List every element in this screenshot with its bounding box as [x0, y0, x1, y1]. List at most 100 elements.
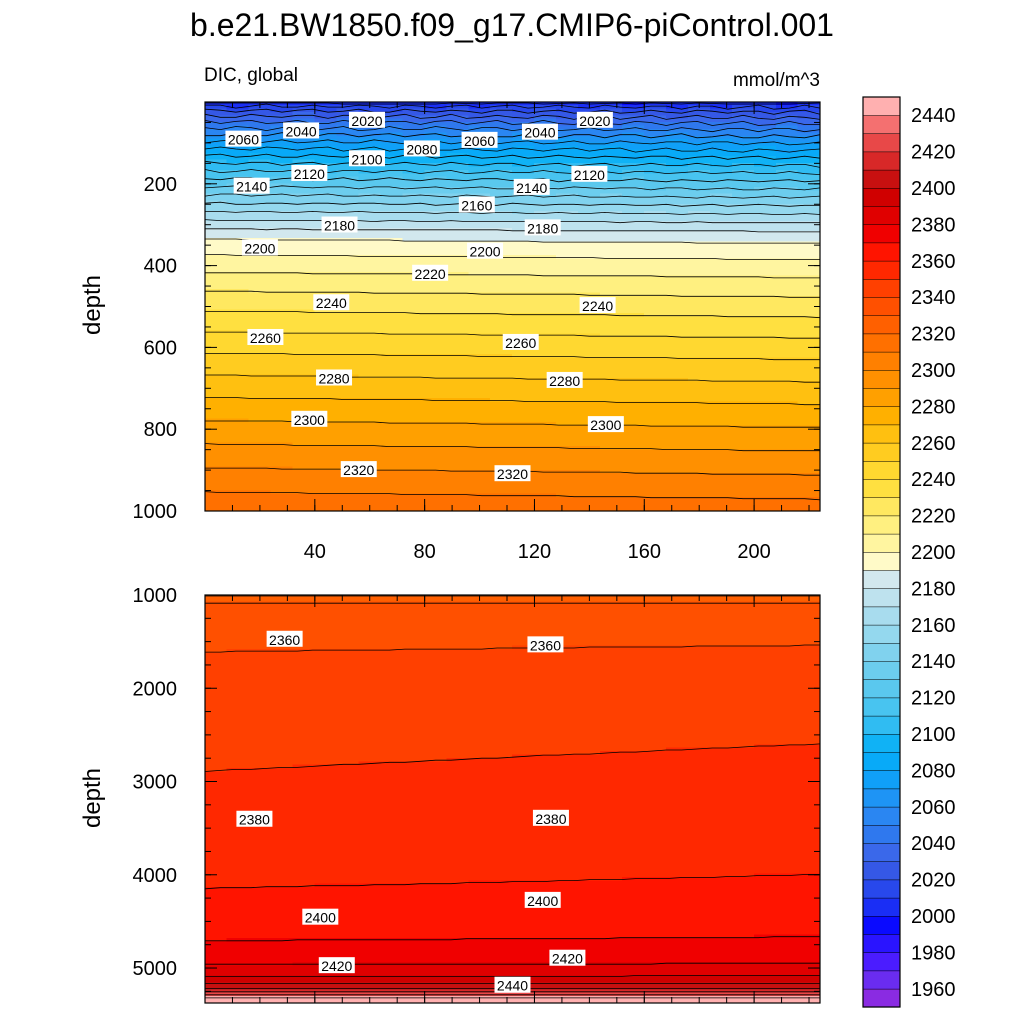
contour-label: 2280 [546, 371, 583, 389]
contour-label-text: 2360 [530, 637, 561, 653]
colorbar-label: 2220 [911, 506, 956, 528]
colorbar-label: 2040 [911, 833, 956, 855]
contour-line [205, 975, 820, 977]
colorbar-label: 1960 [911, 979, 956, 1001]
y-tick-label: 1000 [133, 585, 178, 607]
x-tick-label: 160 [628, 541, 661, 563]
colorbar-label: 2380 [911, 214, 956, 236]
contour-label-text: 2160 [461, 197, 492, 213]
contour-label: 2160 [458, 196, 495, 213]
contour-label-box [527, 636, 564, 653]
contour-line [205, 443, 820, 452]
contour-label-text: 2260 [505, 335, 536, 351]
colorbar-label: 2140 [911, 651, 956, 673]
contour-label-box [340, 461, 377, 478]
contour-label: 2300 [291, 410, 328, 428]
upper-y-axis-title: depth [79, 275, 106, 335]
colorbar-swatch [862, 806, 901, 826]
colorbar-swatch [862, 715, 901, 735]
colorbar-swatch [862, 897, 901, 917]
contour-label-box [313, 294, 350, 311]
contour-line [205, 210, 820, 215]
contour-label: 2320 [340, 461, 377, 478]
contour-label-box [266, 630, 303, 647]
contour-label-text: 2140 [236, 179, 267, 195]
contour-label-text: 2120 [294, 166, 325, 182]
contour-label-text: 2300 [294, 412, 325, 428]
colorbar-swatch [862, 697, 901, 717]
colorbar-label: 2240 [911, 469, 956, 491]
contour-label: 2360 [266, 630, 303, 648]
contour-label: 2440 [494, 976, 531, 994]
lower-panel: 2360 2360 2380 2380 2400 2400 2420 2420 2440 1000… [133, 585, 821, 1004]
contour-label-text: 2320 [343, 462, 374, 478]
contour-label: 2360 [527, 636, 564, 653]
colorbar-swatch [862, 515, 901, 535]
contour-line [205, 185, 820, 191]
colorbar-swatch [862, 260, 901, 280]
contour-label-box [348, 111, 385, 128]
contour-line [205, 254, 820, 260]
contour-label-text: 2240 [316, 295, 347, 311]
contour-label: 2040 [283, 122, 320, 139]
contour-label-box [546, 371, 583, 388]
contour-line [205, 397, 820, 406]
contour-label: 2320 [494, 465, 531, 482]
contour-line [205, 139, 820, 146]
contour-label: 2400 [524, 891, 561, 909]
contour-line [205, 102, 820, 105]
y-tick-label: 4000 [133, 865, 178, 887]
contour-label-box [458, 196, 495, 213]
colorbar-swatch [862, 551, 901, 571]
colorbar-label: 2120 [911, 688, 956, 710]
contour-label-text: 2180 [324, 218, 355, 234]
colorbar-swatch [862, 278, 901, 298]
contour-label: 2020 [348, 111, 385, 129]
contour-label-text: 2140 [516, 180, 547, 196]
colorbar-swatch [862, 861, 901, 881]
contour-label: 2400 [302, 908, 339, 926]
contour-line [205, 936, 820, 942]
y-tick-label: 800 [144, 419, 177, 441]
contour-label: 2180 [321, 216, 358, 234]
contour-label-text: 2440 [497, 978, 528, 994]
colorbar: 1960 1980 2000 2020 2040 2060 2080 2100 2120 2140… [862, 96, 956, 1008]
colorbar-swatch [862, 460, 901, 480]
colorbar-label: 2160 [911, 615, 956, 637]
x-tick-label: 200 [737, 541, 770, 563]
contour-label: 2080 [403, 140, 440, 157]
contour-label: 2280 [316, 369, 353, 386]
figure-title: b.e21.BW1850.f09_g17.CMIP6-piControl.001 [190, 7, 834, 43]
colorbar-swatch [862, 733, 901, 753]
contour-label-box [513, 178, 550, 195]
y-tick-label: 5000 [133, 958, 178, 980]
contour-label-box [524, 891, 561, 908]
contour-line [205, 153, 820, 160]
contour-label-text: 2320 [497, 466, 528, 482]
contour-label-box [576, 111, 613, 128]
contour-label: 2020 [576, 111, 613, 129]
colorbar-swatch [862, 96, 901, 116]
colorbar-swatch [862, 751, 901, 771]
contour-line [205, 146, 820, 153]
contour-label-box [521, 123, 558, 140]
subtitle-right: mmol/m^3 [733, 70, 820, 91]
colorbar-swatch [862, 824, 901, 844]
colorbar-swatch [862, 442, 901, 462]
contour-line [205, 644, 820, 653]
subtitle-left: DIC, global [204, 65, 298, 86]
colorbar-swatch [862, 187, 901, 207]
contour-label-box [494, 976, 531, 993]
contour-line [205, 311, 820, 319]
colorbar-swatch [862, 569, 901, 589]
contour-label: 2140 [513, 178, 550, 196]
colorbar-label: 2000 [911, 906, 956, 928]
colorbar-swatch [862, 387, 901, 407]
colorbar-label: 2080 [911, 760, 956, 782]
colorbar-swatch [862, 915, 901, 935]
contour-label: 2120 [291, 164, 328, 182]
colorbar-swatch [862, 424, 901, 444]
contour-label-box [241, 239, 278, 256]
contour-label: 2180 [524, 219, 561, 236]
contour-label-box [494, 465, 531, 482]
